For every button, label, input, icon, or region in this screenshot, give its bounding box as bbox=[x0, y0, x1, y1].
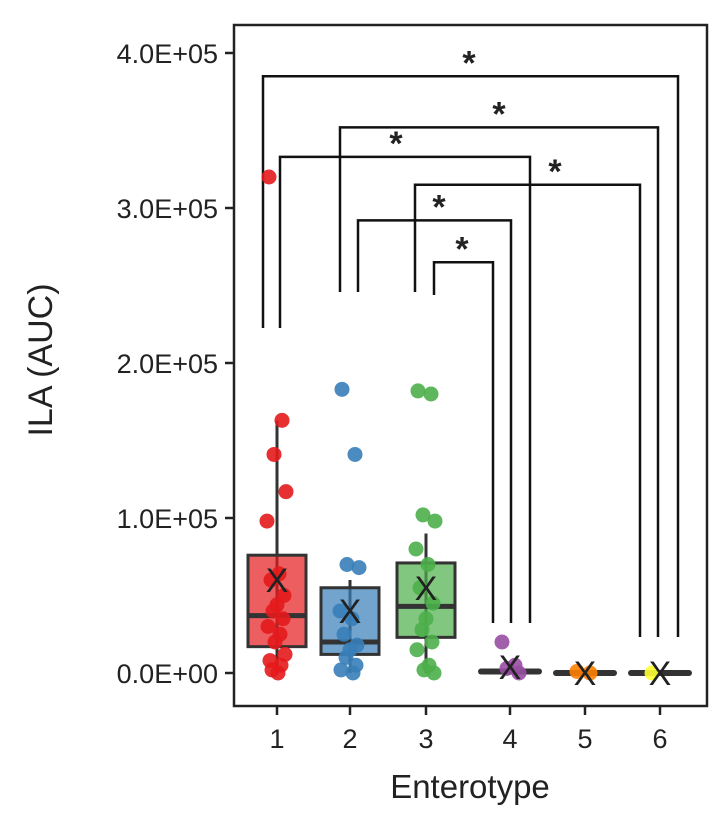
group-1: X bbox=[246, 169, 308, 681]
y-tick-label: 0.0E+00 bbox=[117, 659, 218, 689]
significance-bracket-1-4 bbox=[278, 155, 532, 623]
mean-marker: X bbox=[649, 655, 672, 693]
y-tick-label: 1.0E+05 bbox=[117, 504, 218, 534]
data-point bbox=[424, 634, 440, 650]
data-point bbox=[274, 412, 290, 428]
data-point bbox=[345, 665, 361, 681]
data-point bbox=[644, 665, 660, 681]
data-point bbox=[427, 513, 443, 529]
significance-bracket-2-6 bbox=[338, 126, 660, 637]
data-point bbox=[278, 484, 294, 500]
data-point bbox=[415, 507, 431, 523]
significance-star: * bbox=[455, 230, 469, 268]
significance-bracket-3-4 bbox=[432, 261, 495, 623]
x-tick-label: 1 bbox=[269, 724, 284, 754]
plot-frame bbox=[232, 23, 709, 708]
data-point bbox=[259, 513, 275, 529]
significance-star: * bbox=[389, 125, 403, 163]
x-axis: 1 2 3 4 5 6 bbox=[269, 706, 668, 754]
data-point bbox=[275, 611, 291, 627]
group-4: X bbox=[478, 634, 542, 687]
y-tick-label: 2.0E+05 bbox=[117, 349, 218, 379]
x-tick-label: 6 bbox=[652, 724, 667, 754]
data-point bbox=[409, 642, 425, 658]
group-2: X bbox=[319, 381, 381, 681]
data-point bbox=[408, 541, 424, 557]
x-tick-label: 5 bbox=[577, 724, 592, 754]
data-point bbox=[336, 626, 352, 642]
data-point bbox=[414, 622, 430, 638]
group-6: X bbox=[628, 655, 692, 693]
data-point bbox=[347, 446, 363, 462]
x-axis-label: Enterotype bbox=[390, 768, 550, 805]
y-tick-label: 3.0E+05 bbox=[117, 194, 218, 224]
y-axis-label: ILA (AUC) bbox=[22, 283, 60, 436]
significance-bracket-1-6 bbox=[261, 75, 680, 637]
mean-marker: X bbox=[499, 649, 522, 687]
y-axis: 0.0E+00 1.0E+05 2.0E+05 3.0E+05 4.0E+05 bbox=[117, 39, 234, 689]
data-point bbox=[261, 169, 277, 185]
x-tick-label: 2 bbox=[342, 724, 357, 754]
mean-marker: X bbox=[266, 562, 289, 600]
data-point bbox=[339, 557, 355, 572]
data-point bbox=[263, 572, 279, 588]
data-point bbox=[420, 557, 436, 572]
data-point bbox=[511, 665, 527, 681]
significance-brackets: ****** bbox=[261, 44, 680, 637]
data-point bbox=[333, 662, 349, 678]
data-point bbox=[425, 595, 441, 611]
mean-marker: X bbox=[339, 593, 362, 631]
x-tick-label: 4 bbox=[502, 724, 517, 754]
mean-marker: X bbox=[574, 655, 597, 693]
boxes: X X X X X X bbox=[246, 169, 692, 693]
significance-star: * bbox=[462, 44, 476, 82]
mean-marker: X bbox=[415, 570, 438, 608]
y-tick-label: 4.0E+05 bbox=[117, 39, 218, 69]
data-point bbox=[423, 386, 439, 402]
significance-star: * bbox=[548, 153, 562, 191]
data-point bbox=[334, 381, 350, 397]
data-point bbox=[569, 663, 585, 679]
data-point bbox=[267, 634, 283, 650]
data-point bbox=[426, 665, 442, 681]
data-point bbox=[270, 665, 286, 681]
data-point bbox=[344, 611, 360, 627]
data-point bbox=[332, 603, 348, 619]
significance-bracket-2-4 bbox=[356, 219, 513, 623]
data-point bbox=[410, 383, 426, 399]
data-point bbox=[266, 446, 282, 462]
significance-star: * bbox=[492, 95, 506, 133]
data-point bbox=[351, 560, 367, 576]
significance-bracket-3-6 bbox=[413, 183, 642, 637]
data-point bbox=[260, 619, 276, 634]
group-5: X bbox=[553, 655, 617, 693]
data-point bbox=[582, 665, 598, 681]
group-3: X bbox=[395, 383, 457, 681]
data-point bbox=[494, 634, 510, 650]
data-point bbox=[412, 580, 428, 596]
x-tick-label: 3 bbox=[418, 724, 433, 754]
significance-star: * bbox=[432, 188, 446, 226]
data-point bbox=[499, 660, 515, 676]
